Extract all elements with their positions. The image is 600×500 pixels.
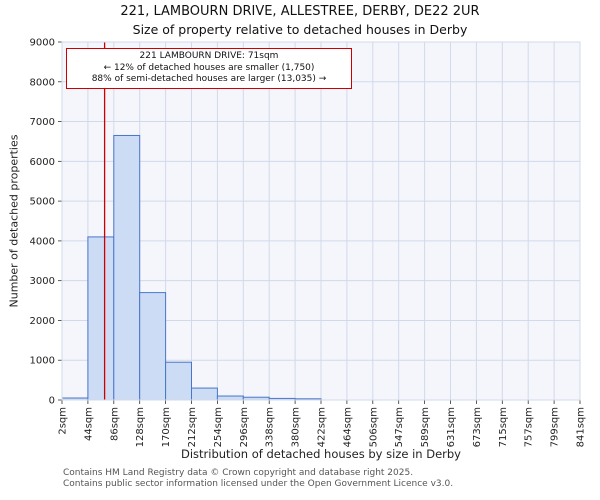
histogram-bar <box>113 134 141 401</box>
x-tick-label: 44sqm <box>83 407 94 441</box>
footer-line2: Contains public sector information licen… <box>63 479 454 490</box>
x-tick-label: 589sqm <box>420 407 431 447</box>
x-tick-label: 2sqm <box>58 407 69 435</box>
plot-border <box>61 41 581 401</box>
x-tick-label: 673sqm <box>472 407 483 447</box>
x-tick-label: 841sqm <box>576 407 587 447</box>
y-tick-label: 6000 <box>30 157 55 168</box>
x-tick-label: 86sqm <box>109 407 120 441</box>
annotation-line3: 88% of semi-detached houses are larger (… <box>91 74 327 85</box>
x-tick-label: 799sqm <box>550 407 561 447</box>
x-tick-label: 338sqm <box>265 407 276 447</box>
y-tick-label: 1000 <box>30 356 55 367</box>
x-tick-label: 380sqm <box>291 407 302 447</box>
y-tick-label: 0 <box>49 396 55 407</box>
x-tick-label: 506sqm <box>368 407 379 447</box>
x-tick-label: 296sqm <box>239 407 250 447</box>
x-tick-label: 631sqm <box>446 407 457 447</box>
x-tick-label: 254sqm <box>213 407 224 447</box>
histogram-bar <box>165 361 193 401</box>
x-tick-label: 757sqm <box>524 407 535 447</box>
histogram-bar <box>216 395 244 401</box>
y-tick-label: 8000 <box>30 77 55 88</box>
y-tick-label: 4000 <box>30 236 55 247</box>
x-tick-label: 170sqm <box>161 407 172 447</box>
x-tick-label: 212sqm <box>187 407 198 447</box>
histogram-bar <box>191 387 218 401</box>
y-tick-label: 7000 <box>30 117 55 128</box>
x-axis-label: Distribution of detached houses by size … <box>180 447 461 461</box>
x-tick-label: 464sqm <box>342 407 353 447</box>
histogram-bar <box>87 236 115 401</box>
x-tick-label: 547sqm <box>394 407 405 447</box>
y-tick-label: 5000 <box>30 197 55 208</box>
y-axis-label: Number of detached properties <box>7 134 21 308</box>
histogram-bar <box>139 292 167 401</box>
chart-subtitle: Size of property relative to detached ho… <box>132 22 468 37</box>
chart-title: 221, LAMBOURN DRIVE, ALLESTREE, DERBY, D… <box>120 4 480 19</box>
footer: Contains HM Land Registry data © Crown c… <box>63 468 593 491</box>
x-tick-label: 422sqm <box>317 407 328 447</box>
footer-line1: Contains HM Land Registry data © Crown c… <box>63 468 414 478</box>
annotation-line1: 221 LAMBOURN DRIVE: 71sqm <box>139 51 279 61</box>
y-tick-label: 2000 <box>30 316 55 327</box>
y-tick-label: 3000 <box>30 276 55 287</box>
x-tick-label: 128sqm <box>135 407 146 447</box>
x-tick-label: 715sqm <box>498 407 509 447</box>
annotation-line2: ← 12% of detached houses are smaller (1,… <box>103 62 315 73</box>
annotation-box: 221 LAMBOURN DRIVE: 71sqm ← 12% of detac… <box>66 48 352 90</box>
y-tick-label: 9000 <box>30 38 55 49</box>
